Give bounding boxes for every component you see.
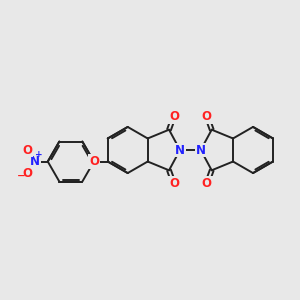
Text: O: O [169,177,179,190]
Text: O: O [89,155,99,168]
Text: N: N [30,155,40,168]
Text: O: O [169,110,179,123]
Text: O: O [22,167,32,180]
Text: −: − [17,171,26,181]
Text: N: N [196,143,206,157]
Text: O: O [22,143,32,157]
Text: O: O [202,177,212,190]
Text: O: O [202,110,212,123]
Text: N: N [175,143,185,157]
Text: +: + [35,150,43,159]
